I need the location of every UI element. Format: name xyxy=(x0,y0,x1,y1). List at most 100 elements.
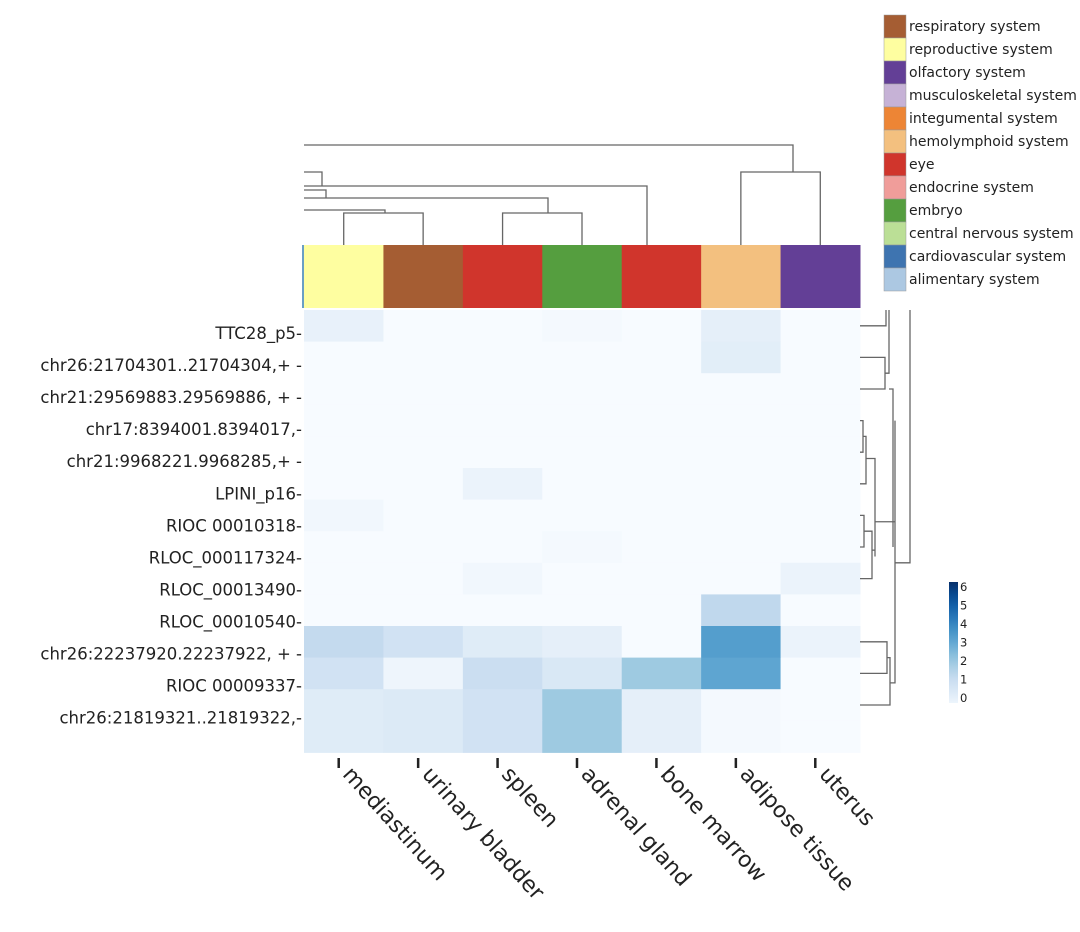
heatmap-cell xyxy=(462,720,543,753)
heatmap-cell xyxy=(701,720,782,753)
heatmap-cell xyxy=(701,310,782,343)
heatmap-cell xyxy=(304,531,384,564)
row-label: chr21:9968221.9968285,+ - xyxy=(67,452,302,471)
heatmap-cell xyxy=(542,373,623,406)
heatmap-cell xyxy=(621,468,702,501)
dendrogram-branch xyxy=(889,388,894,547)
heatmap-cell xyxy=(383,310,464,343)
heatmap-cell xyxy=(304,404,384,437)
dendrogram-branch xyxy=(860,356,886,390)
colorbar-tick-label: 6 xyxy=(960,580,967,594)
heatmap-cell xyxy=(701,436,782,469)
heatmap-cell xyxy=(780,594,861,627)
heatmap-cell xyxy=(621,689,702,722)
heatmap-cell xyxy=(542,657,623,690)
dendrogram-branch xyxy=(304,189,327,198)
dendrogram-branch xyxy=(860,514,865,548)
row-label: RIOC 00009337- xyxy=(166,677,302,696)
row-label: TTC28_p5- xyxy=(214,324,302,344)
legend-label: integumental system xyxy=(909,111,1058,127)
heatmap-cell xyxy=(383,373,464,406)
heatmap-cell xyxy=(304,626,384,659)
heatmap-cell xyxy=(383,594,464,627)
dendrogram-branch xyxy=(860,310,887,327)
legend-swatch xyxy=(883,37,907,62)
dendrogram-branch xyxy=(860,530,873,580)
legend-label: musculoskeletal system xyxy=(909,88,1077,104)
heatmap-cell xyxy=(621,720,702,753)
colorbar: 0 1 2 3 4 5 6 xyxy=(949,580,967,705)
legend-label: endocrine system xyxy=(909,180,1034,196)
legend-label: alimentary system xyxy=(909,272,1040,288)
legend-swatch xyxy=(883,175,907,200)
heatmap-cell xyxy=(780,310,861,343)
heatmap-cell xyxy=(304,468,384,501)
heatmap-cell xyxy=(383,562,464,595)
column-group-color xyxy=(383,245,464,308)
heatmap-cell xyxy=(383,499,464,532)
heatmap-cell xyxy=(304,310,384,343)
heatmap-cell xyxy=(542,404,623,437)
legend-swatch xyxy=(883,14,907,39)
heatmap-cell xyxy=(780,373,861,406)
dendrogram-branch xyxy=(890,420,896,684)
colorbar-tick-label: 0 xyxy=(960,691,967,705)
legend-swatch xyxy=(883,152,907,177)
heatmap-cell xyxy=(383,720,464,753)
heatmap-cell xyxy=(304,436,384,469)
row-label: chr21:29569883.29569886, + - xyxy=(40,388,302,407)
legend-label: respiratory system xyxy=(909,19,1041,35)
heatmap-cell xyxy=(621,531,702,564)
heatmap-cell xyxy=(462,499,543,532)
legend-label: embryo xyxy=(909,203,963,219)
legend-swatch xyxy=(883,267,907,292)
legend-swatch xyxy=(883,129,907,154)
legend-swatch xyxy=(883,198,907,223)
row-label: RLOC_00010540- xyxy=(159,612,302,632)
heatmap-cell xyxy=(462,468,543,501)
dendrogram-branch xyxy=(885,310,890,374)
heatmap-cell xyxy=(304,373,384,406)
column-label: spleen xyxy=(496,762,563,833)
legend-label: cardiovascular system xyxy=(909,249,1066,265)
heatmap-cell xyxy=(462,562,543,595)
dendrogram-branch xyxy=(501,212,583,245)
heatmap-cell xyxy=(304,341,384,374)
row-label: RLOC_000117324- xyxy=(149,548,302,568)
heatmap-cell xyxy=(701,531,782,564)
heatmap-cell xyxy=(542,499,623,532)
row-label: chr26:21819321..21819322,- xyxy=(59,709,302,728)
dendrogram-branch xyxy=(304,209,386,213)
heatmap-cell xyxy=(383,689,464,722)
dendrogram-branch xyxy=(304,185,648,245)
heatmap-cell xyxy=(462,531,543,564)
legend-swatch xyxy=(883,244,907,269)
heatmap-cell xyxy=(542,310,623,343)
heatmap-cell xyxy=(304,720,384,753)
heatmap-cell xyxy=(621,657,702,690)
heatmap-cell xyxy=(621,562,702,595)
heatmap-cell xyxy=(542,562,623,595)
legend-label: eye xyxy=(909,157,935,173)
heatmap-cell xyxy=(701,373,782,406)
heatmap-cell xyxy=(383,626,464,659)
group-legend: respiratory system reproductive system olf… xyxy=(883,14,1077,292)
heatmap-cell xyxy=(701,341,782,374)
heatmap-cell xyxy=(462,341,543,374)
heatmap-cell xyxy=(383,436,464,469)
heatmap-cell xyxy=(780,468,861,501)
legend-swatch xyxy=(883,83,907,108)
heatmap-cell xyxy=(780,720,861,753)
heatmap-cell xyxy=(621,594,702,627)
row-label: chr26:22237920.22237922, + - xyxy=(40,645,302,664)
heatmap-cell xyxy=(780,689,861,722)
heatmap-cell xyxy=(542,531,623,564)
dendrogram-branch xyxy=(895,310,911,564)
legend-label: hemolymphoid system xyxy=(909,134,1069,150)
heatmap-cell xyxy=(780,657,861,690)
heatmap-cell xyxy=(621,310,702,343)
heatmap-cell xyxy=(780,562,861,595)
heatmap-cell xyxy=(780,341,861,374)
heatmap-cell xyxy=(462,689,543,722)
